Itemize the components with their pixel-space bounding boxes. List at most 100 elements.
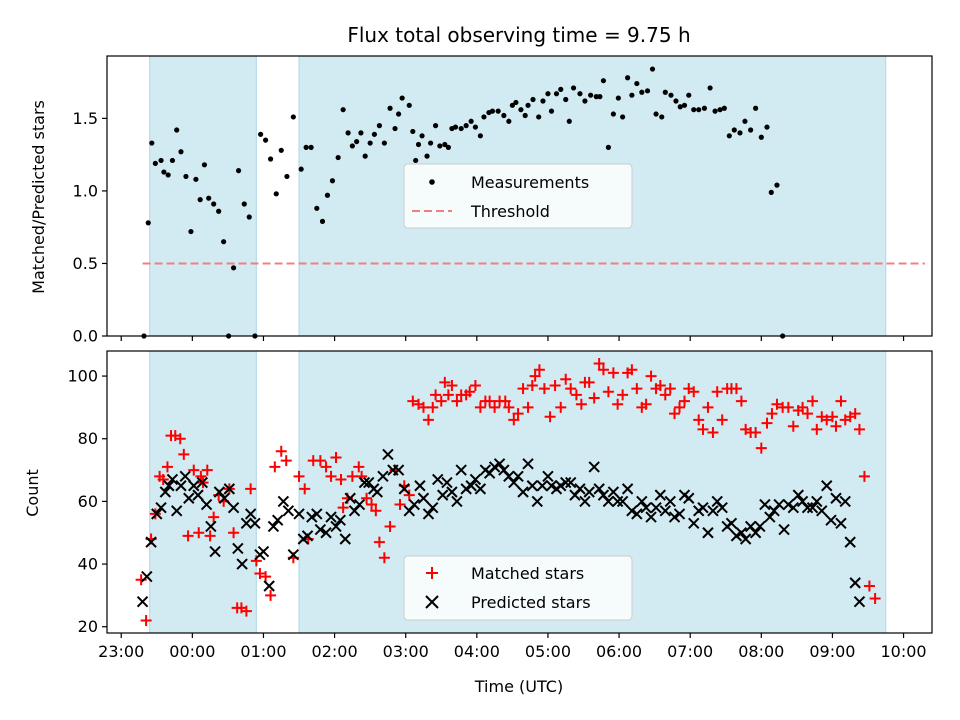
measurements-point <box>686 92 692 98</box>
matched-stars-point <box>293 470 305 482</box>
predicted-stars-point <box>460 483 472 495</box>
matched-stars-point <box>570 389 582 401</box>
matched-stars-point <box>597 364 609 376</box>
predicted-stars-point <box>853 595 866 608</box>
measurements-point <box>768 189 774 195</box>
matched-stars-point <box>669 408 681 420</box>
matched-stars-point <box>631 383 643 395</box>
measurements-point <box>284 173 290 180</box>
matched-stars-point <box>499 395 511 407</box>
measurements-point <box>696 107 702 113</box>
matched-stars-point <box>697 423 709 435</box>
predicted-stars-point <box>683 492 695 504</box>
predicted-stars-point <box>267 520 280 533</box>
predicted-stars-point <box>583 486 595 498</box>
matched-stars-point <box>335 473 347 485</box>
matched-stars-point <box>771 398 783 410</box>
matched-stars-point <box>830 420 842 432</box>
measurements-point <box>525 102 531 108</box>
predicted-stars-point <box>392 464 405 476</box>
predicted-stars-point <box>371 486 383 498</box>
predicted-stars-point <box>377 470 389 483</box>
predicted-stars-point <box>545 480 558 492</box>
matched-stars-point <box>474 401 486 413</box>
matched-stars-point <box>555 401 567 413</box>
predicted-stars-point <box>564 476 577 489</box>
measurements-point <box>197 197 203 203</box>
measurements-point <box>442 141 448 148</box>
predicted-stars-point <box>611 495 624 508</box>
matched-stars-point <box>337 502 349 514</box>
matched-stars-point <box>529 370 541 382</box>
matched-stars-point <box>716 414 728 426</box>
predicted-stars-point <box>311 508 323 520</box>
predicted-stars-point <box>325 511 337 523</box>
predicted-stars-point <box>560 476 572 489</box>
measurements-point <box>437 143 443 149</box>
measurements-point <box>399 95 405 101</box>
matched-stars-point <box>782 401 794 413</box>
matched-stars-point <box>275 445 287 457</box>
legend-predicted-marker <box>425 595 439 609</box>
predicted-stars-point <box>257 545 270 558</box>
predicted-stars-point <box>725 517 738 530</box>
matched-stars-point <box>280 455 292 467</box>
predicted-stars-point <box>441 476 453 489</box>
matched-stars-point <box>512 408 524 420</box>
x-tick-label: 00:00 <box>169 642 215 661</box>
measurements-point <box>308 144 314 150</box>
predicted-stars-point <box>773 498 785 511</box>
matched-stars-point <box>417 401 429 413</box>
predicted-stars-point <box>821 480 833 492</box>
predicted-stars-point <box>232 542 244 555</box>
predicted-stars-point <box>631 508 643 520</box>
measurements-point <box>145 220 151 226</box>
measurements-point <box>258 131 264 137</box>
predicted-stars-point <box>542 470 554 483</box>
measurements-point <box>152 160 158 166</box>
y-tick-label: 40 <box>78 555 98 574</box>
measurements-point <box>548 108 555 114</box>
measurements-point <box>566 118 572 124</box>
measurements-point <box>161 169 167 175</box>
predicted-stars-point <box>636 495 648 508</box>
matched-stars-point <box>626 364 638 376</box>
predicted-stars-point <box>179 470 191 483</box>
predicted-stars-point <box>654 489 667 501</box>
predicted-stars-point <box>787 501 800 514</box>
matched-stars-point <box>750 426 762 438</box>
predicted-stars-point <box>432 473 444 486</box>
measurements-point <box>659 114 665 120</box>
predicted-stars-point <box>526 480 539 492</box>
matched-stars-point <box>707 426 719 438</box>
matched-stars-point <box>442 389 454 401</box>
predicted-stars-point <box>811 495 823 508</box>
measurements-point <box>158 157 164 164</box>
predicted-stars-point <box>446 486 458 498</box>
measurements-point <box>731 127 737 133</box>
measurements-point <box>149 140 155 146</box>
predicted-stars-point <box>427 501 439 514</box>
measurements-point <box>712 108 718 114</box>
predicted-stars-point <box>155 501 167 514</box>
measurements-point <box>165 172 171 178</box>
measurements-point <box>278 147 284 153</box>
matched-stars-point <box>503 401 515 413</box>
measurements-point <box>206 195 212 201</box>
predicted-stars-point <box>408 498 420 511</box>
matched-stars-point <box>538 383 550 395</box>
predicted-stars-point <box>141 570 153 583</box>
matched-stars-point <box>835 395 847 407</box>
measurements-point <box>458 125 464 132</box>
predicted-stars-point <box>455 464 467 476</box>
predicted-stars-point <box>659 505 672 517</box>
matched-stars-point <box>193 527 205 539</box>
measurements-point <box>588 92 594 98</box>
measurements-point <box>649 66 656 72</box>
predicted-stars-point <box>673 508 686 520</box>
measurements-point <box>319 218 326 224</box>
matched-stars-point <box>607 367 619 379</box>
matched-stars-point <box>664 383 676 395</box>
measurements-point <box>477 133 483 139</box>
measurements-point <box>235 168 242 174</box>
